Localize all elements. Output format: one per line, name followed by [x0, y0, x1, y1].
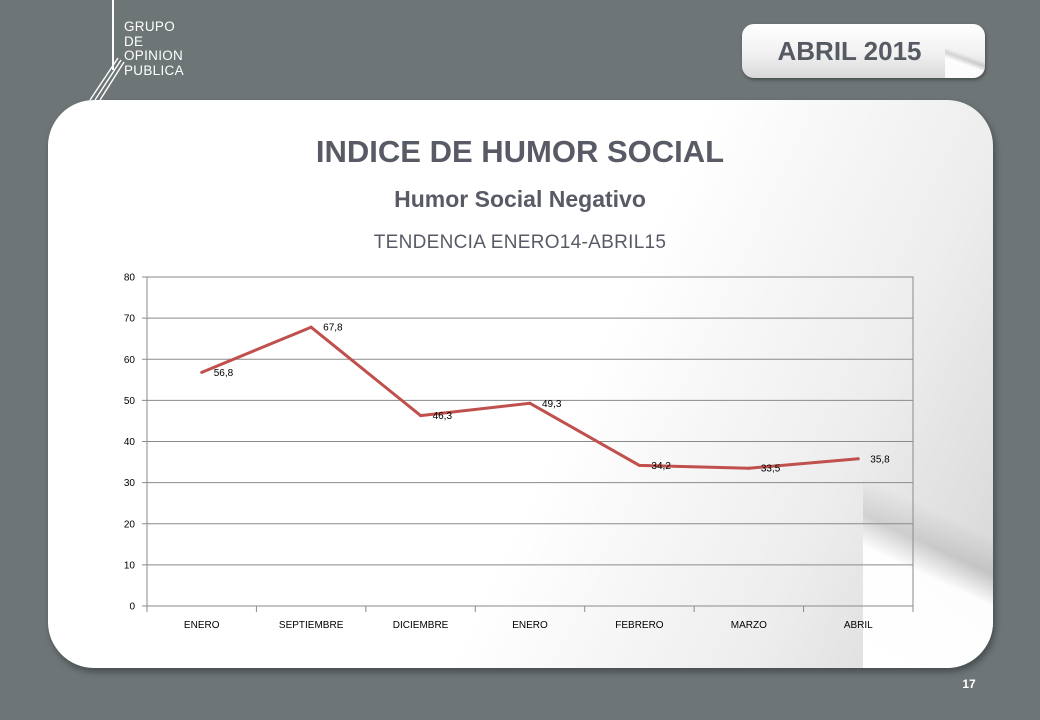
y-tick-label: 0 [129, 602, 135, 613]
logo-line-1: GRUPO [124, 19, 176, 34]
y-tick-label: 20 [124, 519, 136, 530]
y-tick-label: 50 [124, 396, 136, 407]
x-tick-label: DICIEMBRE [393, 620, 449, 631]
slide-subtitle: Humor Social Negativo [394, 186, 646, 212]
page-curl-decoration [945, 24, 985, 78]
data-label: 33,5 [761, 464, 781, 475]
y-tick-label: 70 [124, 314, 136, 325]
logo-line-2: DE [124, 33, 144, 49]
logo-line-3: OPINION [124, 48, 184, 63]
page-number: 17 [962, 677, 976, 691]
data-label: 49,3 [542, 399, 562, 410]
x-tick-label: ENERO [184, 620, 220, 631]
page-peel-decoration [863, 408, 993, 668]
data-point [419, 414, 423, 418]
slide-title: INDICE DE HUMOR SOCIAL [315, 134, 725, 169]
date-badge-label: ABRIL 2015 [777, 35, 922, 66]
data-label: 67,8 [323, 323, 343, 334]
y-tick-label: 40 [124, 437, 136, 448]
x-tick-label: FEBRERO [615, 620, 664, 631]
y-tick-label: 80 [124, 273, 136, 284]
data-point [856, 457, 860, 461]
y-tick-label: 60 [124, 355, 136, 366]
data-point [637, 463, 641, 467]
data-label: 34,2 [651, 461, 671, 472]
trend-label: TENDENCIA ENERO14-ABRIL15 [373, 232, 667, 253]
x-tick-label: MARZO [731, 620, 767, 631]
logo-line-4: PUBLICA [124, 62, 184, 78]
x-tick-label: ENERO [512, 620, 548, 631]
x-tick-label: ABRIL [844, 620, 873, 631]
data-point [200, 370, 204, 374]
logo-mark-icon [89, 0, 125, 101]
grupo-opinion-publica-logo: GRUPO DE OPINION PUBLICA [88, 0, 208, 110]
data-label: 56,8 [214, 368, 234, 379]
data-point [309, 325, 313, 329]
date-badge: ABRIL 2015 [742, 24, 985, 78]
data-point [528, 401, 532, 405]
slide-card [48, 100, 993, 668]
series-line [201, 325, 859, 470]
data-label: 35,8 [870, 454, 890, 465]
x-tick-label: SEPTIEMBRE [279, 620, 344, 631]
y-tick-label: 30 [124, 478, 136, 489]
y-tick-label: 10 [124, 560, 136, 571]
data-point [747, 466, 751, 470]
data-label: 46,3 [433, 411, 453, 422]
